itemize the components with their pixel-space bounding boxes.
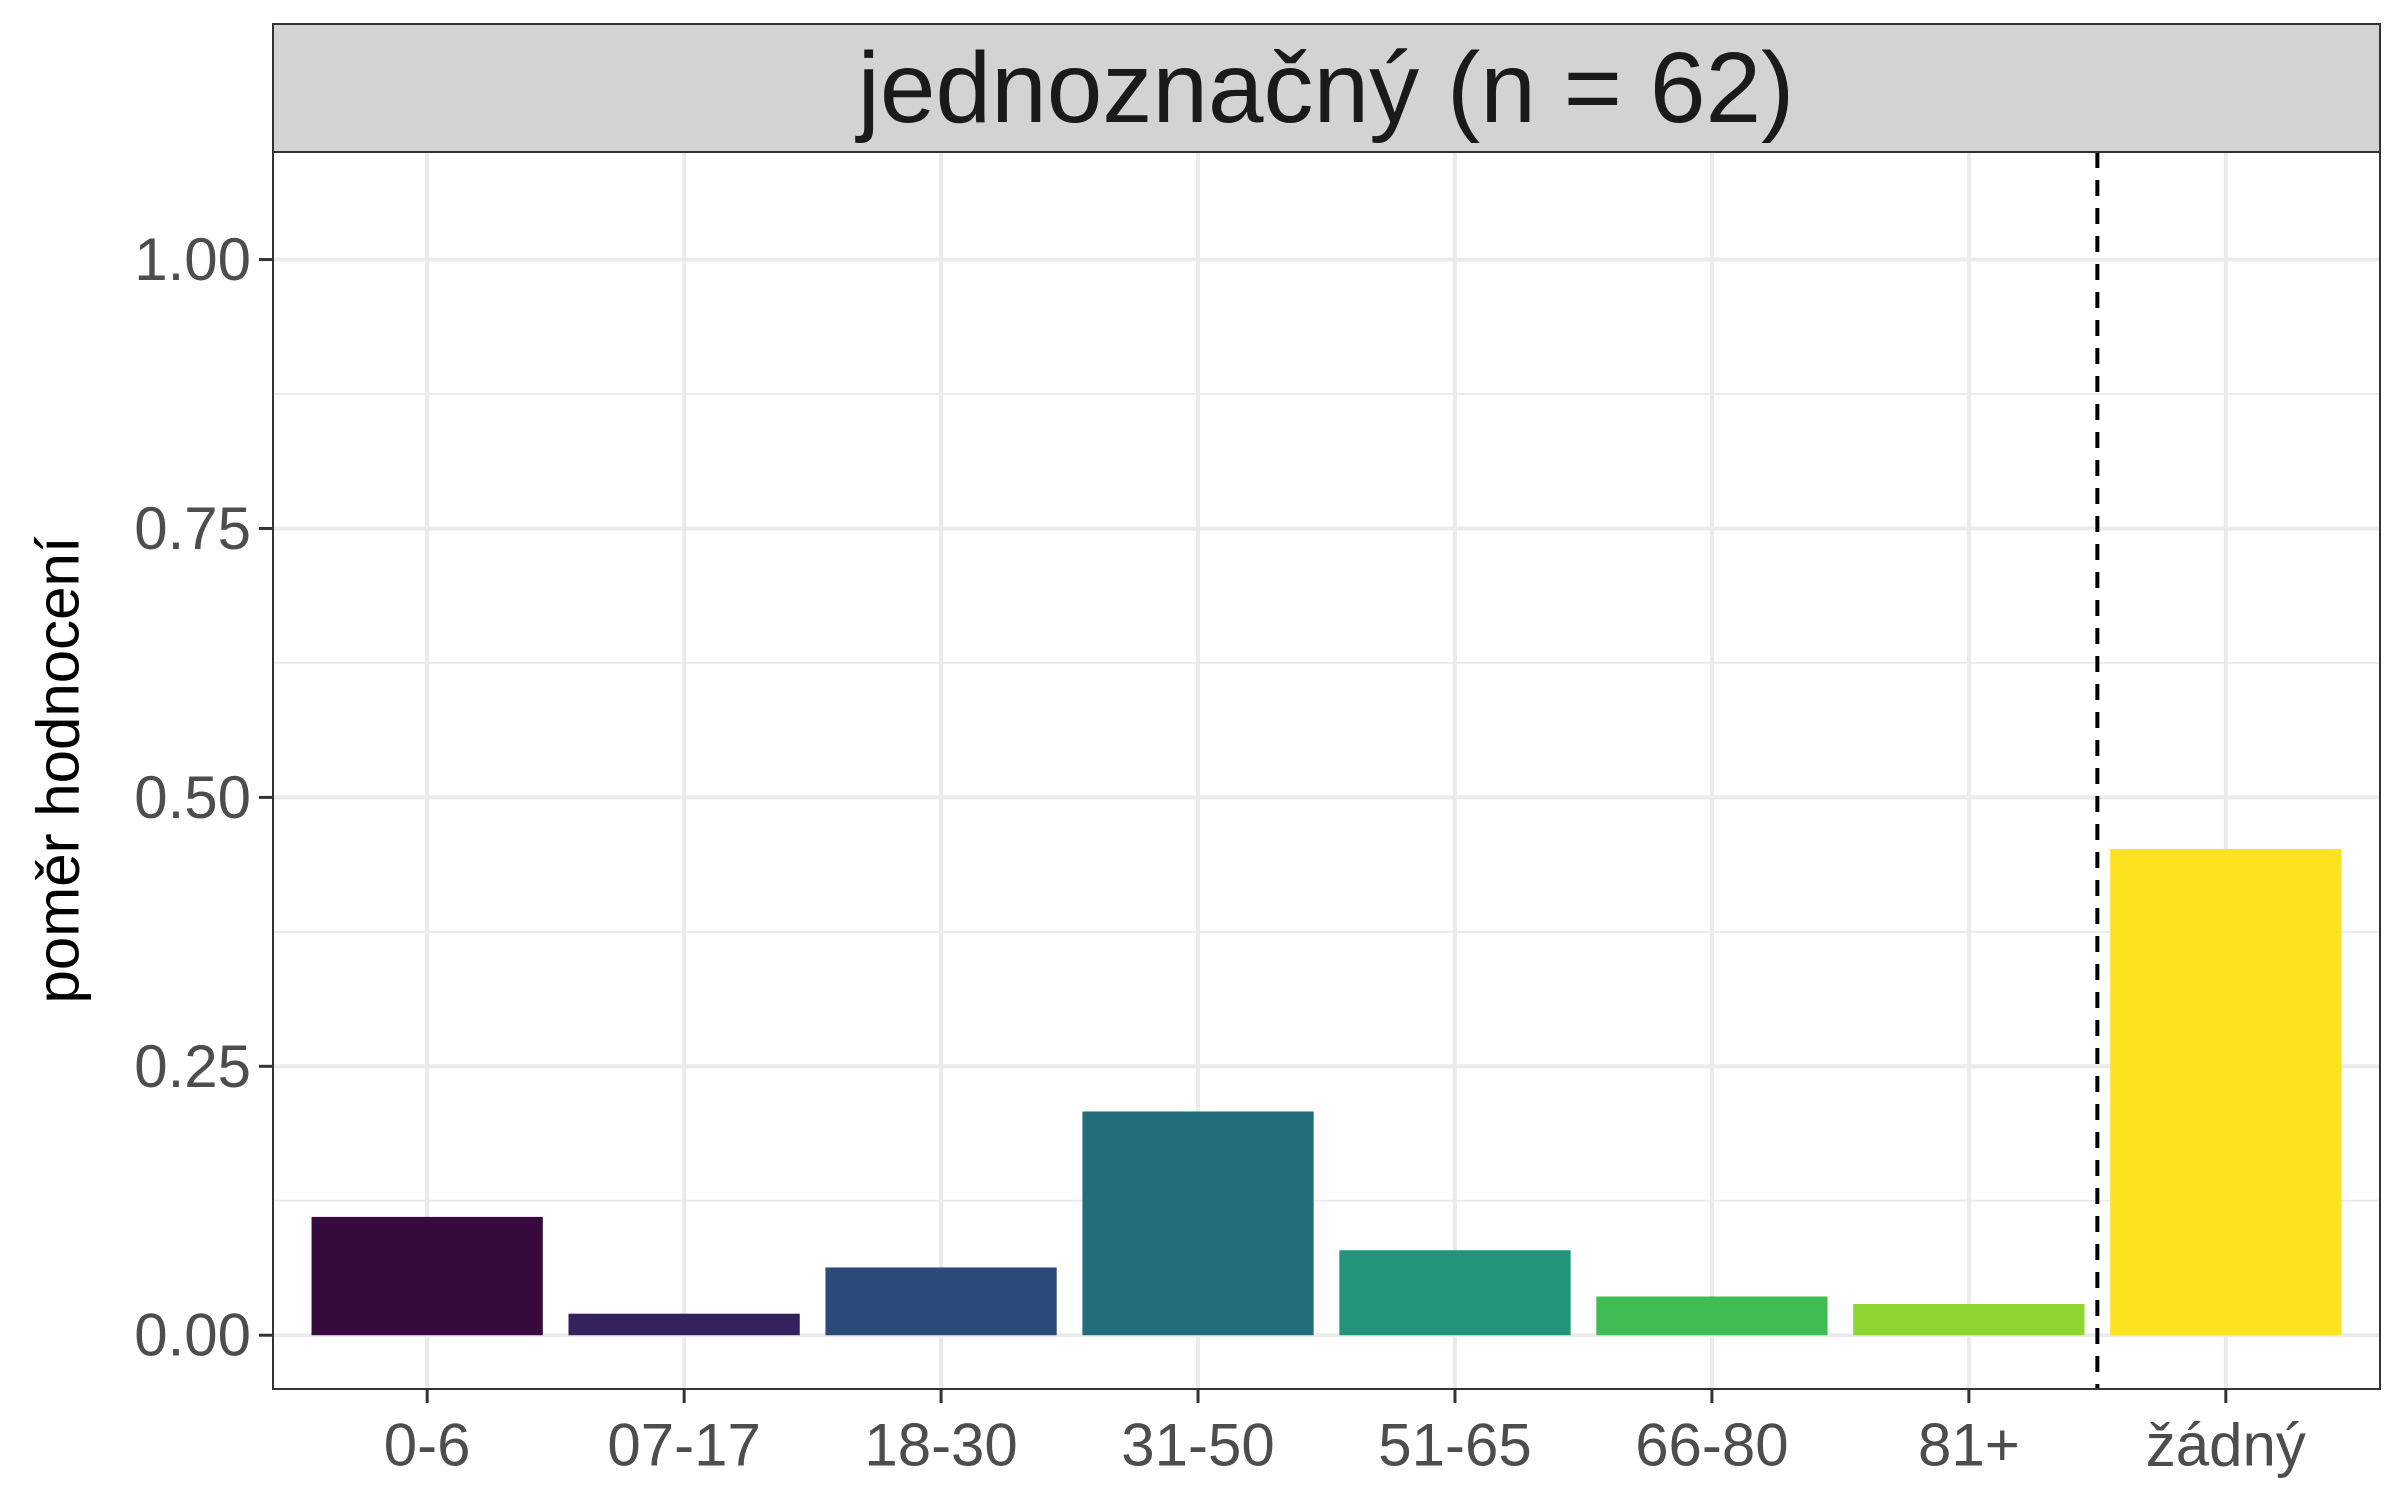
bar-07-17	[568, 1313, 800, 1336]
bar-66-80	[1596, 1296, 1828, 1336]
x-tick-label: 07-17	[607, 1412, 760, 1479]
y-axis-ticks: 0.00 0.25 0.50 0.75 1.00	[134, 226, 273, 1369]
x-tick-label: 0-6	[384, 1412, 471, 1479]
bar-18-30	[825, 1267, 1057, 1336]
facet-strip	[272, 23, 2381, 153]
x-tick-label: 51-65	[1378, 1412, 1531, 1479]
major-gridlines	[273, 152, 2380, 1389]
bar-žádný	[2110, 849, 2342, 1336]
y-tick-label: 0.25	[134, 1033, 251, 1100]
bar-0-6	[311, 1216, 543, 1336]
bars	[311, 849, 2342, 1336]
y-tick-label: 0.00	[134, 1302, 251, 1369]
bar-51-65	[1339, 1250, 1571, 1336]
x-tick-label: 81+	[1918, 1412, 2020, 1479]
facet-title: jednoznačný (n = 62)	[855, 32, 1795, 144]
y-tick-label: 1.00	[134, 226, 251, 293]
x-axis-ticks: 0-6 07-17 18-30 31-50 51-65 66-80 81+ žádný	[384, 1389, 2306, 1479]
plot-panel-border	[272, 151, 2381, 1390]
bar-81+	[1853, 1304, 2085, 1336]
plot-panel	[273, 152, 2380, 1389]
minor-gridlines	[273, 393, 2380, 1202]
y-tick-label: 0.75	[134, 495, 251, 562]
x-tick-label: 66-80	[1635, 1412, 1788, 1479]
y-axis-title: poměr hodnocení	[25, 536, 92, 1003]
x-tick-label: 18-30	[864, 1412, 1017, 1479]
x-tick-label: žádný	[2146, 1412, 2306, 1479]
x-tick-label: 31-50	[1121, 1412, 1274, 1479]
bar-31-50	[1082, 1111, 1314, 1336]
y-tick-label: 0.50	[134, 764, 251, 831]
